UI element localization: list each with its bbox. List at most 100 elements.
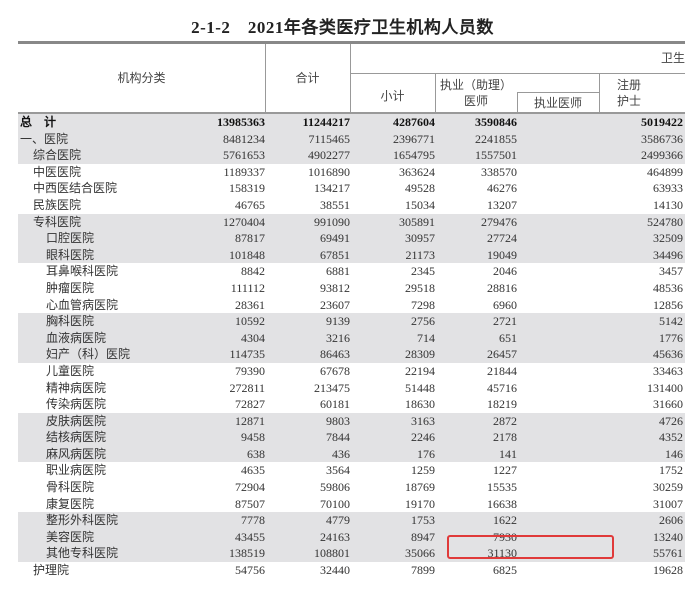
cell-total: 5761653 xyxy=(223,148,265,163)
cell-total: 12871 xyxy=(235,413,265,428)
cell-licensed-asst-doctor: 714 xyxy=(417,330,435,345)
cell-subtotal: 1016890 xyxy=(308,164,350,179)
cell-licensed-asst-doctor: 7899 xyxy=(411,563,435,578)
cell-licensed-doctor: 27724 xyxy=(487,231,517,246)
cell-licensed-asst-doctor: 35066 xyxy=(405,546,435,561)
divider xyxy=(599,73,600,115)
row-label: 结核病医院 xyxy=(46,430,107,445)
row-label: 一、医院 xyxy=(20,131,69,146)
cell-licensed-doctor: 6960 xyxy=(493,297,517,312)
header-nurse: 注册 护士 xyxy=(599,77,659,109)
cell-nurse: 48536 xyxy=(653,280,683,295)
cell-licensed-doctor: 19049 xyxy=(487,247,517,262)
table-row: 儿童医院 79390 67678 22194 21844 33463 xyxy=(18,363,685,380)
cell-licensed-asst-doctor: 2756 xyxy=(411,314,435,329)
table-row: 职业病医院 4635 3564 1259 1227 1752 xyxy=(18,462,685,479)
table-row: 整形外科医院 7778 4779 1753 1622 2606 xyxy=(18,512,685,529)
cell-licensed-asst-doctor: 363624 xyxy=(399,164,435,179)
cell-licensed-doctor: 651 xyxy=(499,330,517,345)
cell-subtotal: 436 xyxy=(332,446,350,461)
cell-licensed-doctor: 31130 xyxy=(487,546,517,561)
cell-nurse: 4726 xyxy=(659,413,683,428)
cell-subtotal: 60181 xyxy=(320,397,350,412)
cell-subtotal: 32440 xyxy=(320,563,350,578)
cell-licensed-doctor: 18219 xyxy=(487,397,517,412)
cell-subtotal: 213475 xyxy=(314,380,350,395)
cell-nurse: 1776 xyxy=(659,330,683,345)
cell-nurse: 146 xyxy=(665,446,683,461)
cell-total: 111112 xyxy=(230,280,265,295)
cell-nurse: 31007 xyxy=(653,496,683,511)
cell-nurse: 32509 xyxy=(653,231,683,246)
cell-nurse: 4352 xyxy=(659,430,683,445)
divider xyxy=(265,44,266,115)
highlight-box xyxy=(447,535,614,559)
row-label: 儿童医院 xyxy=(46,363,95,378)
row-label: 精神病医院 xyxy=(46,380,107,395)
cell-licensed-doctor: 141 xyxy=(499,446,517,461)
table-row: 眼科医院 101848 67851 21173 19049 34496 xyxy=(18,246,685,264)
cell-nurse: 63933 xyxy=(653,181,683,196)
table-row: 口腔医院 87817 69491 30957 27724 32509 xyxy=(18,230,685,247)
cell-licensed-asst-doctor: 8947 xyxy=(411,529,435,544)
table-row: 传染病医院 72827 60181 18630 18219 31660 xyxy=(18,396,685,413)
row-label: 综合医院 xyxy=(33,148,82,163)
row-label: 妇产（科）医院 xyxy=(46,347,131,362)
table-header: 机构分类 合计 卫生 小计 执业（助理） 医师 执业医师 注册 护士 xyxy=(18,41,685,115)
cell-licensed-doctor: 15535 xyxy=(487,480,517,495)
divider xyxy=(350,44,351,115)
cell-subtotal: 67678 xyxy=(320,363,350,378)
cell-licensed-asst-doctor: 21173 xyxy=(405,247,435,262)
row-label: 口腔医院 xyxy=(46,231,95,246)
cell-nurse: 131400 xyxy=(647,380,683,395)
cell-licensed-doctor: 338570 xyxy=(481,164,517,179)
cell-total: 4304 xyxy=(241,330,265,345)
cell-licensed-doctor: 6825 xyxy=(493,563,517,578)
row-label: 肿瘤医院 xyxy=(46,280,95,295)
cell-total: 72904 xyxy=(235,480,265,495)
divider xyxy=(517,92,518,115)
page-title: 2-1-2 2021年各类医疗卫生机构人员数 xyxy=(191,18,494,37)
table-row: 麻风病医院 638 436 176 141 146 xyxy=(18,445,685,463)
table-row: 胸科医院 10592 9139 2756 2721 5142 xyxy=(18,313,685,330)
cell-total: 7778 xyxy=(241,513,265,528)
cell-nurse: 5019422 xyxy=(641,115,683,129)
cell-licensed-asst-doctor: 19170 xyxy=(405,496,435,511)
row-label: 皮肤病医院 xyxy=(46,413,107,428)
cell-nurse: 2606 xyxy=(659,513,683,528)
table-row: 血液病医院 4304 3216 714 651 1776 xyxy=(18,329,685,347)
row-label: 康复医院 xyxy=(46,496,95,511)
header-category: 机构分类 xyxy=(117,71,166,85)
row-label: 民族医院 xyxy=(33,197,82,212)
divider xyxy=(435,73,436,115)
cell-licensed-doctor: 13207 xyxy=(487,197,517,212)
cell-licensed-asst-doctor: 30957 xyxy=(405,231,435,246)
row-label: 心血管病医院 xyxy=(46,297,119,312)
cell-subtotal: 93812 xyxy=(320,280,350,295)
cell-total: 138519 xyxy=(229,546,265,561)
table-row: 耳鼻喉科医院 8842 6881 2345 2046 3457 xyxy=(18,263,685,280)
cell-subtotal: 23607 xyxy=(320,297,350,312)
divider xyxy=(350,73,685,74)
cell-licensed-doctor: 2721 xyxy=(493,314,517,329)
cell-nurse: 30259 xyxy=(653,480,683,495)
cell-licensed-asst-doctor: 18769 xyxy=(405,480,435,495)
row-label: 总 计 xyxy=(20,115,57,129)
cell-nurse: 31660 xyxy=(653,397,683,412)
cell-total: 72827 xyxy=(235,397,265,412)
cell-licensed-asst-doctor: 28309 xyxy=(405,347,435,362)
cell-nurse: 524780 xyxy=(647,214,683,229)
header-licensed-doctor: 执业医师 xyxy=(533,96,582,110)
cell-total: 87507 xyxy=(235,496,265,511)
cell-subtotal: 59806 xyxy=(320,480,350,495)
row-label: 耳鼻喉科医院 xyxy=(46,264,119,279)
table-row: 总 计 13985363 11244217 4287604 3590846 5019422 xyxy=(18,114,685,131)
cell-subtotal: 3216 xyxy=(326,330,350,345)
cell-total: 158319 xyxy=(229,181,265,196)
cell-licensed-doctor: 26457 xyxy=(487,347,517,362)
row-label: 胸科医院 xyxy=(46,314,95,329)
cell-total: 4635 xyxy=(241,463,265,478)
cell-licensed-doctor: 1557501 xyxy=(475,148,517,163)
table-row: 专科医院 1270404 991090 305891 279476 524780 xyxy=(18,213,685,231)
row-label: 传染病医院 xyxy=(46,397,107,412)
